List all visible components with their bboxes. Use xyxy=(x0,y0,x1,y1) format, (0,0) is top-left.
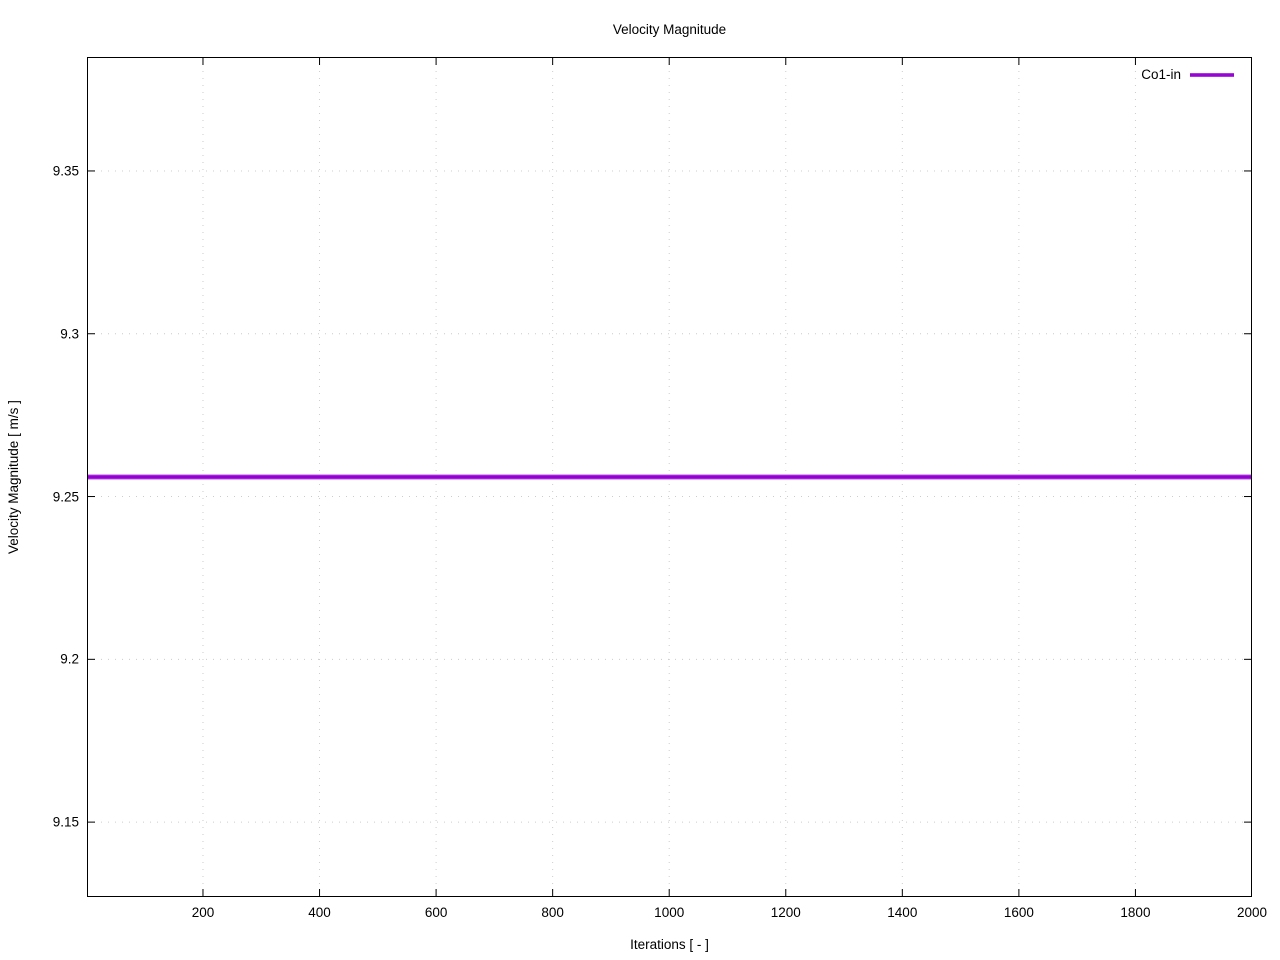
x-tick-label: 400 xyxy=(308,905,331,920)
x-tick-label: 1800 xyxy=(1120,905,1151,920)
x-tick-label: 1200 xyxy=(770,905,801,920)
y-tick-label: 9.25 xyxy=(52,489,79,505)
legend: Co1-in xyxy=(1141,67,1234,83)
x-axis-label: Iterations [ - ] xyxy=(630,937,709,952)
x-tick-label: 1400 xyxy=(887,905,918,920)
y-tick-label: 9.15 xyxy=(52,814,79,830)
x-tick-label: 800 xyxy=(541,905,564,920)
y-tick-label: 9.3 xyxy=(60,326,79,342)
x-tick-label: 2000 xyxy=(1236,905,1268,920)
x-tick-label: 1000 xyxy=(654,905,685,920)
y-tick-label: 9.2 xyxy=(60,651,79,667)
plot-border xyxy=(87,57,1252,897)
chart-title: Velocity Magnitude xyxy=(612,22,727,37)
plot-area xyxy=(87,57,1252,897)
legend-line-sample xyxy=(1190,73,1234,77)
y-axis-label: Velocity Magnitude [ m/s ] xyxy=(6,400,21,554)
x-tick-label: 600 xyxy=(424,905,448,920)
y-tick-label: 9.35 xyxy=(52,163,79,179)
x-tick-label: 1600 xyxy=(1003,905,1034,920)
x-tick-label: 200 xyxy=(191,905,215,920)
legend-series-label: Co1-in xyxy=(1141,67,1181,82)
